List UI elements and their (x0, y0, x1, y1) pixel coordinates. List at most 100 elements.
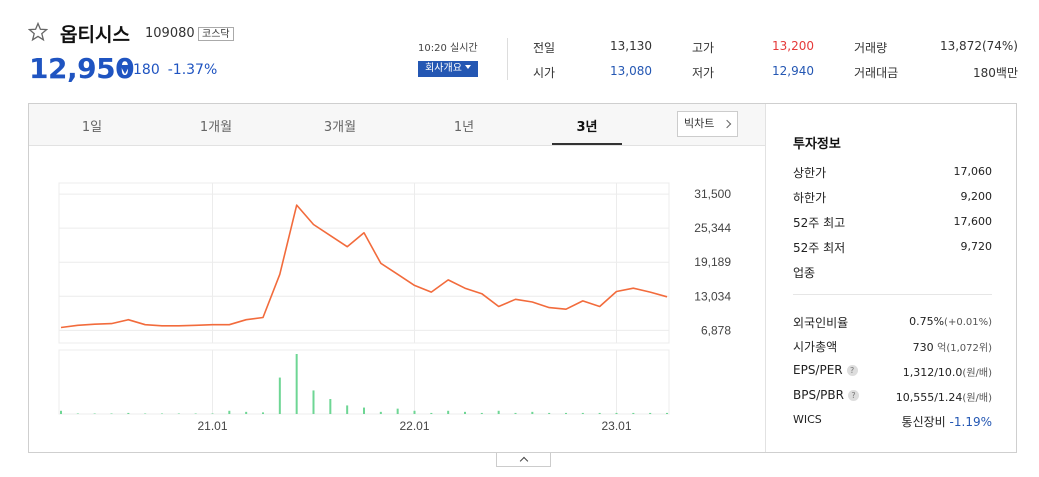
info-label: 시가총액 (793, 340, 838, 354)
quote-value: 13,872(74%) (939, 39, 1018, 53)
volume-bar (413, 410, 416, 414)
volume-bar (161, 413, 163, 414)
quote-value: 180백만 (973, 66, 1018, 80)
info-value: 17,600 (953, 215, 993, 228)
info-label: 52주 최고 (793, 216, 846, 230)
price-line (60, 204, 668, 329)
expand-toggle[interactable] (496, 453, 551, 467)
price-chart[interactable]: 31,500 25,344 19,189 13,034 6,878 21.01 22.01 2… (29, 147, 765, 452)
info-value: 17,060 (953, 165, 993, 178)
tab-1day[interactable]: 1일 (81, 120, 103, 135)
chevron-up-icon (519, 456, 529, 466)
info-label: 업종 (793, 266, 816, 280)
stock-code: 109080 (145, 26, 195, 41)
volume-bar (581, 412, 584, 414)
chevron-right-icon (722, 119, 732, 129)
volume-bar (548, 412, 551, 414)
info-label: WICS (793, 413, 822, 426)
market-badge: 코스닥 (198, 27, 234, 41)
star-icon[interactable] (28, 22, 48, 42)
divider (793, 294, 992, 295)
volume-bar (329, 399, 332, 414)
volume-bar (245, 411, 248, 414)
volume-bar (379, 411, 382, 414)
info-label: 외국인비율 (793, 316, 849, 330)
volume-bar (110, 413, 113, 414)
active-tab-indicator (552, 143, 622, 145)
tab-3month[interactable]: 3개월 (323, 120, 357, 135)
company-overview-button[interactable]: 회사개요 (418, 61, 478, 77)
company-overview-label: 회사개요 (425, 63, 462, 74)
eps-unit: (원/배) (962, 368, 992, 379)
info-value: 0.75%(+0.01%) (909, 315, 992, 328)
volume-bar (632, 412, 635, 414)
volume-bar (649, 412, 652, 414)
volume-bar (312, 390, 315, 414)
volume-bar (177, 413, 180, 414)
volume-bar (480, 412, 483, 414)
volume-bar (363, 407, 365, 414)
quote-label: 거래대금 (854, 66, 899, 80)
info-label: 상한가 (793, 166, 827, 180)
x-tick-label: 21.01 (197, 419, 227, 433)
investment-title: 투자정보 (793, 137, 841, 152)
tab-1year[interactable]: 1년 (453, 120, 475, 135)
help-icon[interactable]: ? (847, 390, 859, 401)
volume-bar (127, 412, 130, 414)
volume-bar (565, 412, 567, 414)
volume-bar (666, 412, 668, 414)
info-label: 52주 최저 (793, 241, 846, 255)
market-cap: 730 (912, 341, 934, 354)
info-value: 통신장비 -1.19% (902, 413, 992, 430)
bps-label: BPS/PBR (793, 388, 844, 402)
x-tick-label: 22.01 (399, 419, 429, 433)
volume-bar (447, 410, 450, 414)
y-tick-label: 6,878 (701, 323, 731, 337)
tab-1month[interactable]: 1개월 (199, 120, 233, 135)
info-value: 730 억(1,072위) (913, 339, 992, 354)
info-value: 10,555/1.24(원/배) (896, 389, 992, 404)
y-tick-label: 13,034 (694, 289, 731, 303)
y-tick-label: 31,500 (694, 187, 731, 201)
bps-unit: (원/배) (962, 393, 992, 404)
tab-3year[interactable]: 3년 (576, 120, 598, 135)
quote-label: 전일 (533, 41, 556, 55)
volume-bar (211, 413, 214, 414)
big-chart-button[interactable]: 빅차트 (677, 111, 738, 137)
price-change: 180 -1.37% (120, 62, 217, 78)
info-label: EPS/PER? (793, 363, 858, 377)
chart-panel: 1일 1개월 3개월 1년 3년 빅차트 31,500 25,344 19,189 1… (28, 103, 1017, 453)
stock-name: 옵티시스 (60, 24, 130, 46)
volume-bar (60, 410, 62, 414)
y-tick-label: 19,189 (694, 255, 731, 269)
current-price: 12,950 (29, 52, 135, 85)
caret-down-icon (464, 65, 471, 69)
eps-per: 1,312/10.0 (902, 366, 963, 379)
volume-bar (93, 413, 96, 414)
big-chart-label: 빅차트 (684, 117, 715, 130)
divider (507, 38, 508, 80)
volume-bar (194, 413, 197, 414)
wics-sector[interactable]: 통신장비 (901, 415, 946, 429)
volume-bar (144, 413, 147, 414)
period-tabs: 1일 1개월 3개월 1년 3년 빅차트 (29, 104, 765, 146)
volume-bar (514, 412, 517, 414)
investment-info: 투자정보 상한가 17,060 하한가 9,200 52주 최고 17,600 … (766, 104, 1016, 452)
x-tick-label: 23.01 (601, 419, 631, 433)
volume-bar (615, 412, 618, 414)
eps-label: EPS/PER (793, 363, 843, 377)
down-triangle-icon (120, 65, 130, 74)
volume-bar (464, 411, 466, 414)
quote-value: 12,940 (772, 64, 814, 78)
quote-value: 13,200 (772, 39, 814, 53)
info-value: 1,312/10.0(원/배) (903, 364, 992, 379)
volume-bar (531, 411, 534, 414)
divider (765, 104, 766, 452)
help-icon[interactable]: ? (846, 365, 858, 376)
foreign-ratio-change: (+0.01%) (944, 317, 992, 328)
quote-value: 13,130 (610, 39, 652, 53)
volume-bar (598, 412, 601, 414)
plot-frame (58, 182, 670, 344)
info-value: 9,200 (960, 190, 993, 203)
quote-value: 13,080 (610, 64, 652, 78)
